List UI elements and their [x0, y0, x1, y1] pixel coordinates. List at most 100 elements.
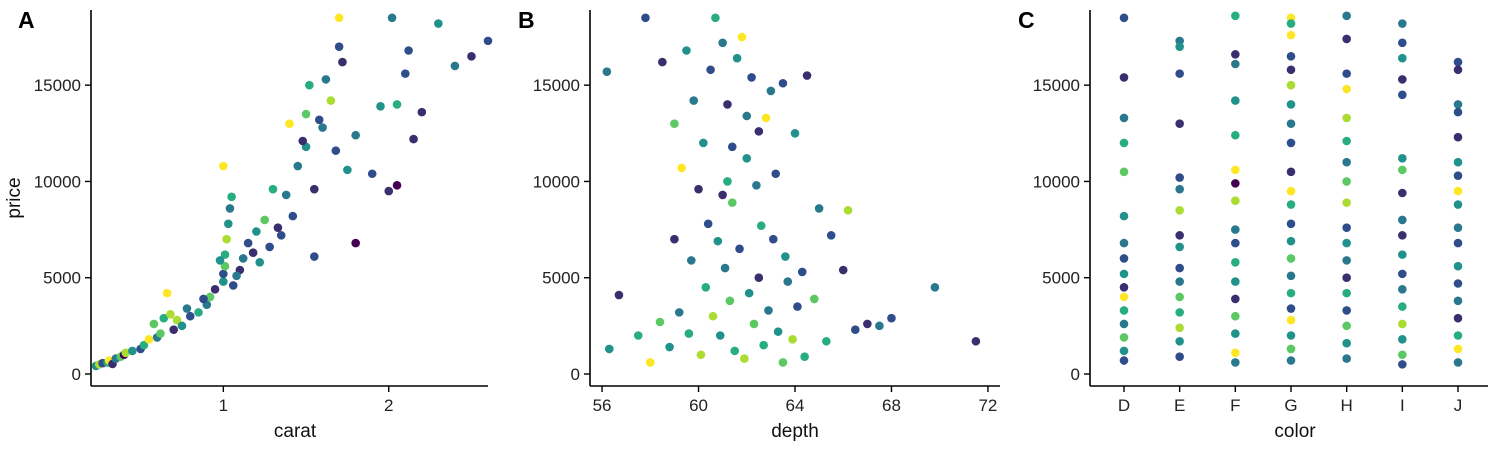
data-point: [718, 38, 727, 48]
y-tick-label: 0: [72, 365, 81, 384]
data-point: [773, 327, 783, 336]
panel-tag-c: C: [1018, 7, 1035, 33]
data-point: [1231, 130, 1240, 140]
data-point: [971, 336, 981, 346]
data-point: [1398, 231, 1407, 240]
data-point: [1398, 165, 1407, 175]
data-point: [1453, 279, 1463, 288]
data-point: [1453, 132, 1463, 142]
data-point: [1231, 179, 1240, 188]
data-point: [783, 277, 793, 286]
data-point: [1231, 96, 1240, 105]
data-point: [1453, 344, 1463, 354]
data-point: [689, 96, 699, 105]
data-point: [718, 190, 727, 200]
data-point: [727, 142, 737, 152]
data-point: [1231, 258, 1240, 267]
x-tick-label: 2: [384, 396, 393, 415]
data-point: [1231, 165, 1240, 175]
data-point: [1453, 57, 1463, 67]
x-tick-label: 60: [689, 396, 708, 415]
data-point: [334, 13, 344, 23]
data-point: [1398, 154, 1407, 163]
panel-b-x-title: depth: [771, 421, 819, 442]
data-point: [376, 102, 385, 111]
data-point: [314, 115, 324, 125]
data-point: [778, 78, 788, 88]
data-point: [1286, 119, 1296, 128]
data-point: [708, 311, 718, 321]
data-point: [310, 252, 319, 261]
data-point: [822, 336, 831, 346]
data-point: [392, 180, 402, 190]
data-point: [248, 248, 258, 257]
data-point: [1119, 356, 1129, 365]
data-point: [222, 234, 231, 244]
data-point: [220, 250, 230, 259]
data-point: [281, 190, 291, 200]
data-point: [144, 335, 154, 344]
data-point: [1286, 344, 1296, 354]
data-point: [1342, 238, 1351, 248]
data-point: [243, 238, 253, 248]
data-point: [331, 146, 341, 155]
data-point: [301, 109, 311, 119]
data-point: [1342, 288, 1351, 298]
data-point: [367, 169, 377, 179]
data-point: [1175, 323, 1184, 333]
data-point: [1453, 157, 1463, 167]
data-point: [169, 325, 179, 335]
data-point: [225, 204, 235, 213]
data-point: [633, 331, 643, 340]
data-point: [1286, 30, 1296, 40]
data-point: [1286, 236, 1296, 246]
data-point: [930, 283, 940, 292]
data-point: [417, 107, 427, 117]
data-point: [1342, 34, 1351, 44]
data-point: [318, 123, 327, 132]
data-point: [1175, 42, 1184, 51]
data-point: [742, 111, 752, 121]
data-point: [1398, 269, 1407, 279]
data-point: [1342, 157, 1351, 167]
data-point: [305, 80, 314, 90]
data-point: [1398, 215, 1407, 225]
data-point: [1175, 263, 1184, 273]
data-point: [778, 358, 788, 367]
data-point: [1342, 136, 1351, 146]
data-point: [1175, 352, 1184, 361]
data-point: [1453, 107, 1463, 117]
data-point: [677, 163, 686, 173]
data-point: [604, 344, 614, 354]
data-point: [334, 42, 344, 51]
data-point: [1286, 331, 1296, 340]
x-tick-label: F: [1230, 396, 1240, 415]
data-point: [1342, 177, 1351, 186]
panel-2-marks: 0 5000 10000 15000 D E F G H I J: [1033, 11, 1463, 415]
data-point: [1119, 238, 1129, 248]
data-point: [238, 254, 248, 263]
x-tick-label: 64: [786, 396, 805, 415]
x-tick-label: I: [1400, 396, 1405, 415]
y-tick-label: 10000: [1033, 172, 1080, 191]
data-point: [159, 313, 169, 323]
data-point: [252, 227, 261, 236]
data-point: [684, 329, 694, 338]
data-point: [1175, 336, 1184, 346]
data-point: [1453, 261, 1463, 271]
data-point: [1119, 292, 1129, 302]
data-point: [1175, 184, 1184, 194]
data-point: [1286, 100, 1296, 109]
data-point: [351, 238, 360, 248]
data-point: [1342, 84, 1351, 94]
data-point: [723, 100, 732, 109]
panel-a: A price carat: [4, 7, 488, 442]
data-point: [162, 288, 172, 298]
x-tick-label: 68: [882, 396, 901, 415]
data-point: [790, 129, 800, 138]
data-point: [1119, 211, 1129, 221]
data-point: [1398, 302, 1407, 311]
data-point: [754, 273, 764, 283]
data-point: [887, 313, 896, 323]
data-point: [210, 284, 220, 294]
